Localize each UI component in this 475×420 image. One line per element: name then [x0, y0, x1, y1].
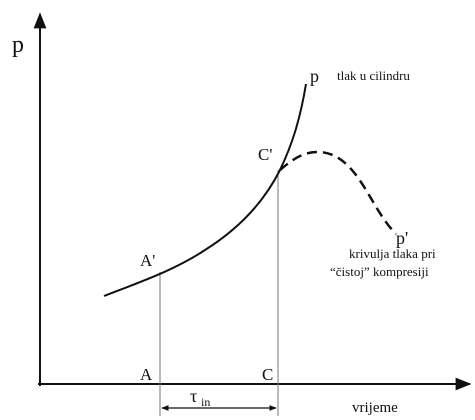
interval-subscript: in [201, 395, 210, 409]
compression-curve [279, 150, 397, 235]
point-label: A [140, 365, 153, 384]
curve-caption: tlak u cilindru [337, 68, 410, 83]
x-axis-label: vrijeme [352, 400, 398, 416]
cylinder-pressure-curve [103, 83, 307, 297]
curve-caption: “čistoj” kompresiji [330, 264, 429, 279]
point-label: A' [140, 251, 155, 270]
curve-label: p' [396, 228, 408, 248]
point-label: C' [258, 145, 272, 164]
curve-label: p [310, 66, 319, 86]
interval-symbol: τ [190, 386, 197, 406]
curve-caption: krivulja tlaka pri [349, 246, 436, 261]
point-label: C [262, 365, 273, 384]
y-axis-label: p [12, 32, 24, 58]
